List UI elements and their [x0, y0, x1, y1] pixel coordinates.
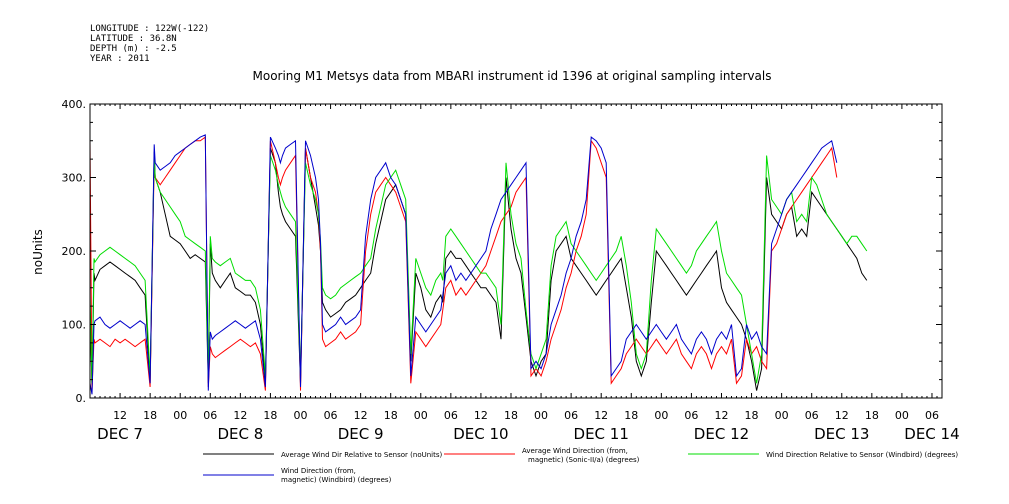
x-hour-label: 12: [354, 409, 368, 422]
x-day-label: DEC 13: [814, 425, 869, 443]
x-hour-label: 12: [113, 409, 127, 422]
y-tick-label: 100.: [62, 319, 87, 332]
series-layer: [89, 134, 868, 395]
x-hour-label: 18: [263, 409, 277, 422]
series-line-3: [89, 134, 838, 395]
x-hour-label: 12: [474, 409, 488, 422]
header-block: LONGITUDE : 122W(-122) LATITUDE : 36.8N …: [90, 24, 209, 64]
x-hour-label: 18: [504, 409, 518, 422]
header-depth: DEPTH (m) : -2.5: [90, 44, 177, 54]
legend: Average Wind Dir Relative to Sensor (noU…: [203, 447, 958, 484]
x-hour-label: 00: [534, 409, 548, 422]
x-day-label: DEC 7: [97, 425, 143, 443]
y-tick-label: 300.: [62, 172, 87, 185]
x-hour-label: 12: [594, 409, 608, 422]
x-hour-label: 18: [143, 409, 157, 422]
x-day-label: DEC 9: [338, 425, 384, 443]
x-hour-label: 00: [654, 409, 668, 422]
plot-frame: [89, 103, 943, 399]
x-hour-label: 06: [324, 409, 338, 422]
x-hour-label: 06: [805, 409, 819, 422]
y-tick-label: 200.: [62, 245, 87, 258]
legend-label-1b: magnetic) (Sonic-II/a) (degrees): [528, 456, 640, 464]
x-hour-label: 06: [925, 409, 939, 422]
legend-label-3a: Wind Direction (from,: [281, 467, 356, 475]
x-hour-label: 00: [293, 409, 307, 422]
y-axis-label: noUnits: [31, 229, 45, 275]
legend-label-1a: Average Wind Direction (from,: [522, 447, 628, 455]
x-day-label: DEC 14: [904, 425, 959, 443]
y-tick-label: 400.: [62, 98, 87, 111]
x-hour-label: 06: [444, 409, 458, 422]
legend-label-3b: magnetic) (Windbird) (degrees): [281, 476, 392, 484]
header-latitude: LATITUDE : 36.8N: [90, 34, 177, 44]
x-hour-label: 00: [414, 409, 428, 422]
x-hour-label: 00: [895, 409, 909, 422]
series-line-2: [89, 155, 868, 384]
x-hour-label: 18: [384, 409, 398, 422]
legend-label-2: Wind Direction Relative to Sensor (Windb…: [766, 451, 958, 459]
x-hour-label: 12: [835, 409, 849, 422]
legend-label-0: Average Wind Dir Relative to Sensor (noU…: [281, 451, 442, 459]
x-hour-label: 18: [624, 409, 638, 422]
x-day-label: DEC 8: [217, 425, 263, 443]
x-day-label: DEC 11: [574, 425, 629, 443]
x-hour-label: 06: [684, 409, 698, 422]
x-day-label: DEC 12: [694, 425, 749, 443]
axis-layer: 0. 100. 200. 300. 400. 12 18 00 06 12 18 00 06 12 18 00…: [62, 98, 960, 443]
x-hour-label: 06: [203, 409, 217, 422]
x-hour-label: 00: [173, 409, 187, 422]
chart-title: Mooring M1 Metsys data from MBARI instru…: [253, 69, 772, 83]
x-hour-label: 12: [233, 409, 247, 422]
x-hour-label: 12: [714, 409, 728, 422]
header-longitude: LONGITUDE : 122W(-122): [90, 24, 209, 34]
header-year: YEAR : 2011: [90, 54, 150, 64]
x-day-label: DEC 10: [453, 425, 508, 443]
y-tick-label: 0.: [76, 392, 87, 405]
x-hour-label: 18: [865, 409, 879, 422]
x-hour-label: 18: [745, 409, 759, 422]
x-hour-label: 06: [564, 409, 578, 422]
x-hour-label: 00: [775, 409, 789, 422]
